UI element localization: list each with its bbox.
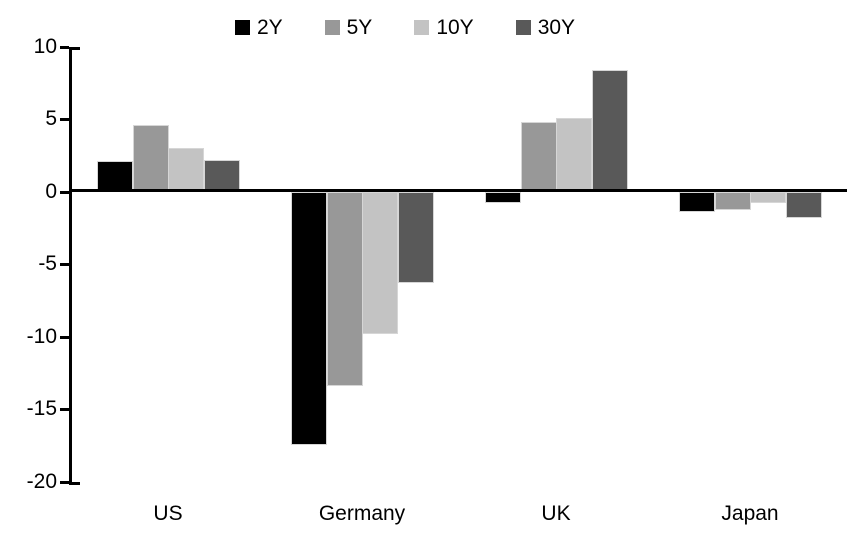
bar-germany-10y	[362, 191, 398, 334]
y-axis-tick-label: 10	[33, 34, 57, 58]
legend-label: 30Y	[537, 15, 576, 39]
bar-us-30y	[204, 159, 240, 192]
y-axis-tick	[60, 263, 69, 266]
y-axis-tick-label: -10	[26, 324, 57, 348]
legend-label: 5Y	[346, 15, 373, 39]
chart-legend: 2Y 5Y 10Y 30Y	[0, 14, 810, 40]
bar-germany-30y	[398, 191, 434, 283]
zero-axis-line	[69, 189, 847, 192]
legend-item-10y: 10Y	[414, 14, 474, 40]
legend-marker-2y	[234, 19, 250, 35]
x-category-label-us: US	[153, 502, 183, 525]
legend-item-30y: 30Y	[515, 14, 576, 40]
y-axis-tick-label: -5	[38, 252, 57, 275]
bar-japan-30y	[786, 191, 822, 218]
legend-marker-30y	[515, 19, 531, 35]
y-axis-tick	[60, 480, 69, 484]
y-axis-tick	[60, 190, 69, 194]
legend-marker-10y	[414, 19, 430, 35]
bar-us-2y	[97, 161, 133, 192]
y-axis-tick	[60, 408, 69, 411]
y-axis-tick-label: -15	[26, 397, 57, 420]
bar-uk-2y	[485, 191, 521, 204]
y-axis-tick-label: 0	[45, 179, 57, 203]
y-axis-tick-label: 5	[45, 107, 57, 130]
y-axis-tick	[60, 118, 69, 121]
bar-us-10y	[168, 148, 204, 192]
bar-us-5y	[133, 124, 169, 192]
bar-uk-5y	[521, 121, 557, 192]
legend-label: 2Y	[256, 15, 283, 39]
bar-germany-2y	[291, 191, 327, 446]
legend-label: 10Y	[436, 15, 474, 39]
y-axis-bottom-cap	[72, 481, 80, 485]
bar-japan-10y	[750, 191, 786, 204]
legend-item-5y: 5Y	[324, 14, 373, 40]
x-category-label-japan: Japan	[721, 502, 779, 525]
legend-item-2y: 2Y	[234, 14, 283, 40]
legend-marker-5y	[324, 19, 340, 35]
x-category-label-germany: Germany	[318, 502, 406, 525]
bar-uk-10y	[556, 117, 592, 192]
y-axis-tick	[60, 335, 69, 339]
y-axis-line	[69, 46, 72, 485]
x-category-label-uk: UK	[541, 502, 571, 525]
y-axis-tick-label: -20	[26, 469, 57, 493]
bar-japan-2y	[679, 191, 715, 212]
y-axis-tick	[60, 45, 69, 49]
bar-uk-30y	[592, 69, 628, 192]
bar-germany-5y	[327, 191, 363, 386]
bar-japan-5y	[715, 191, 751, 211]
y-axis-top-cap	[72, 46, 80, 50]
